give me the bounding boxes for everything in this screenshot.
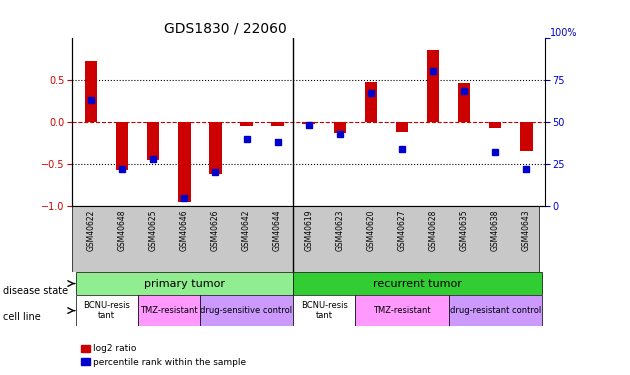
Legend: log2 ratio, percentile rank within the sample: log2 ratio, percentile rank within the s…	[77, 341, 250, 370]
Text: GSM40638: GSM40638	[491, 209, 500, 251]
Text: GSM40625: GSM40625	[149, 209, 158, 251]
FancyBboxPatch shape	[138, 295, 200, 326]
Text: GSM40643: GSM40643	[522, 209, 531, 251]
Text: GSM40627: GSM40627	[398, 209, 406, 251]
Text: cell line: cell line	[3, 312, 41, 322]
Bar	[85, 61, 97, 122]
FancyBboxPatch shape	[76, 272, 293, 295]
Text: 100%: 100%	[549, 27, 577, 38]
Text: GSM40646: GSM40646	[180, 209, 189, 251]
Text: recurrent tumor: recurrent tumor	[373, 279, 462, 288]
Bar	[396, 122, 408, 132]
Bar	[427, 50, 439, 122]
Text: BCNU-resis
tant: BCNU-resis tant	[83, 301, 130, 320]
Bar	[272, 122, 284, 126]
Bar	[147, 122, 159, 160]
Bar	[489, 122, 501, 128]
Text: GSM40642: GSM40642	[242, 209, 251, 251]
Text: drug-sensitive control: drug-sensitive control	[200, 306, 292, 315]
Bar	[458, 83, 471, 122]
Bar	[302, 122, 315, 124]
Bar	[520, 122, 532, 151]
FancyBboxPatch shape	[72, 206, 539, 272]
Text: TMZ-resistant: TMZ-resistant	[373, 306, 431, 315]
Text: GSM40619: GSM40619	[304, 209, 313, 251]
FancyBboxPatch shape	[355, 295, 449, 326]
FancyBboxPatch shape	[200, 295, 293, 326]
FancyBboxPatch shape	[76, 295, 138, 326]
Text: BCNU-resis
tant: BCNU-resis tant	[301, 301, 348, 320]
Text: GDS1830 / 22060: GDS1830 / 22060	[164, 21, 287, 35]
Text: GSM40635: GSM40635	[460, 209, 469, 251]
Bar	[333, 122, 346, 133]
Text: disease state: disease state	[3, 286, 68, 296]
Text: GSM40644: GSM40644	[273, 209, 282, 251]
FancyBboxPatch shape	[449, 295, 542, 326]
Text: TMZ-resistant: TMZ-resistant	[140, 306, 198, 315]
Text: GSM40623: GSM40623	[335, 209, 344, 251]
Bar	[365, 82, 377, 122]
Bar	[116, 122, 129, 170]
Text: GSM40622: GSM40622	[86, 209, 96, 251]
Bar	[240, 122, 253, 126]
FancyBboxPatch shape	[293, 295, 355, 326]
FancyBboxPatch shape	[293, 272, 542, 295]
Text: drug-resistant control: drug-resistant control	[450, 306, 541, 315]
Bar	[209, 122, 222, 174]
Text: GSM40620: GSM40620	[367, 209, 375, 251]
Text: GSM40648: GSM40648	[118, 209, 127, 251]
Bar	[178, 122, 190, 202]
Text: GSM40626: GSM40626	[211, 209, 220, 251]
Text: GSM40628: GSM40628	[428, 209, 438, 251]
Text: primary tumor: primary tumor	[144, 279, 225, 288]
